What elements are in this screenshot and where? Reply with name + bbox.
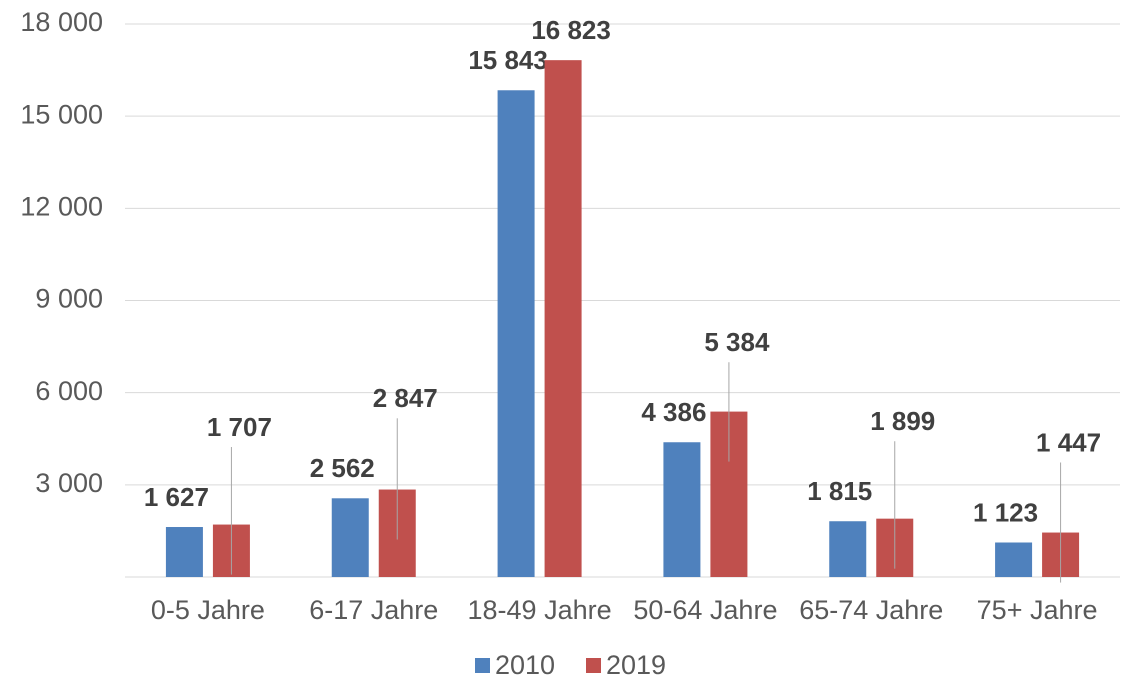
- value-label: 1 627: [144, 482, 209, 512]
- value-label: 1 447: [1036, 427, 1101, 457]
- value-label: 4 386: [641, 397, 706, 427]
- y-tick-label: 18 000: [20, 7, 103, 37]
- y-tick-label: 6 000: [35, 376, 103, 406]
- value-label: 1 815: [807, 476, 872, 506]
- value-label: 16 823: [531, 15, 611, 45]
- legend-swatch: [586, 658, 601, 673]
- y-tick-label: 12 000: [20, 191, 103, 221]
- x-tick-label: 65-74 Jahre: [799, 595, 943, 625]
- value-label: 2 562: [310, 453, 375, 483]
- value-label: 15 843: [468, 45, 548, 75]
- y-tick-label: 3 000: [35, 468, 103, 498]
- value-label: 2 847: [373, 383, 438, 413]
- value-label: 1 899: [870, 406, 935, 436]
- legend-swatch: [475, 658, 490, 673]
- x-tick-label: 6-17 Jahre: [309, 595, 438, 625]
- x-tick-label: 75+ Jahre: [977, 595, 1098, 625]
- value-label: 1 123: [973, 497, 1038, 527]
- x-tick-label: 0-5 Jahre: [151, 595, 265, 625]
- x-tick-label: 50-64 Jahre: [633, 595, 777, 625]
- value-label: 1 707: [207, 412, 272, 442]
- bar: [544, 60, 582, 578]
- legend-label: 2019: [606, 650, 666, 680]
- value-label: 5 384: [704, 327, 770, 357]
- bar: [331, 498, 369, 577]
- bar: [165, 527, 203, 577]
- legend-label: 2010: [495, 650, 555, 680]
- bar: [663, 442, 701, 577]
- bar: [995, 542, 1033, 577]
- y-tick-label: 15 000: [20, 99, 103, 129]
- y-tick-label: 9 000: [35, 284, 103, 314]
- x-tick-label: 18-49 Jahre: [468, 595, 612, 625]
- bar: [497, 90, 535, 578]
- bar: [829, 521, 867, 577]
